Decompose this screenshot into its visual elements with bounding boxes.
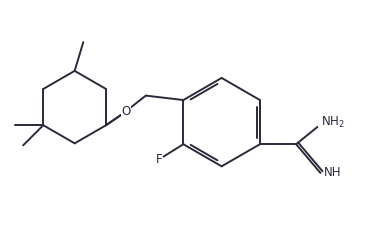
Text: O: O [121, 105, 130, 118]
Text: F: F [156, 153, 162, 166]
Text: NH: NH [324, 167, 342, 179]
Text: NH$_2$: NH$_2$ [321, 115, 345, 130]
